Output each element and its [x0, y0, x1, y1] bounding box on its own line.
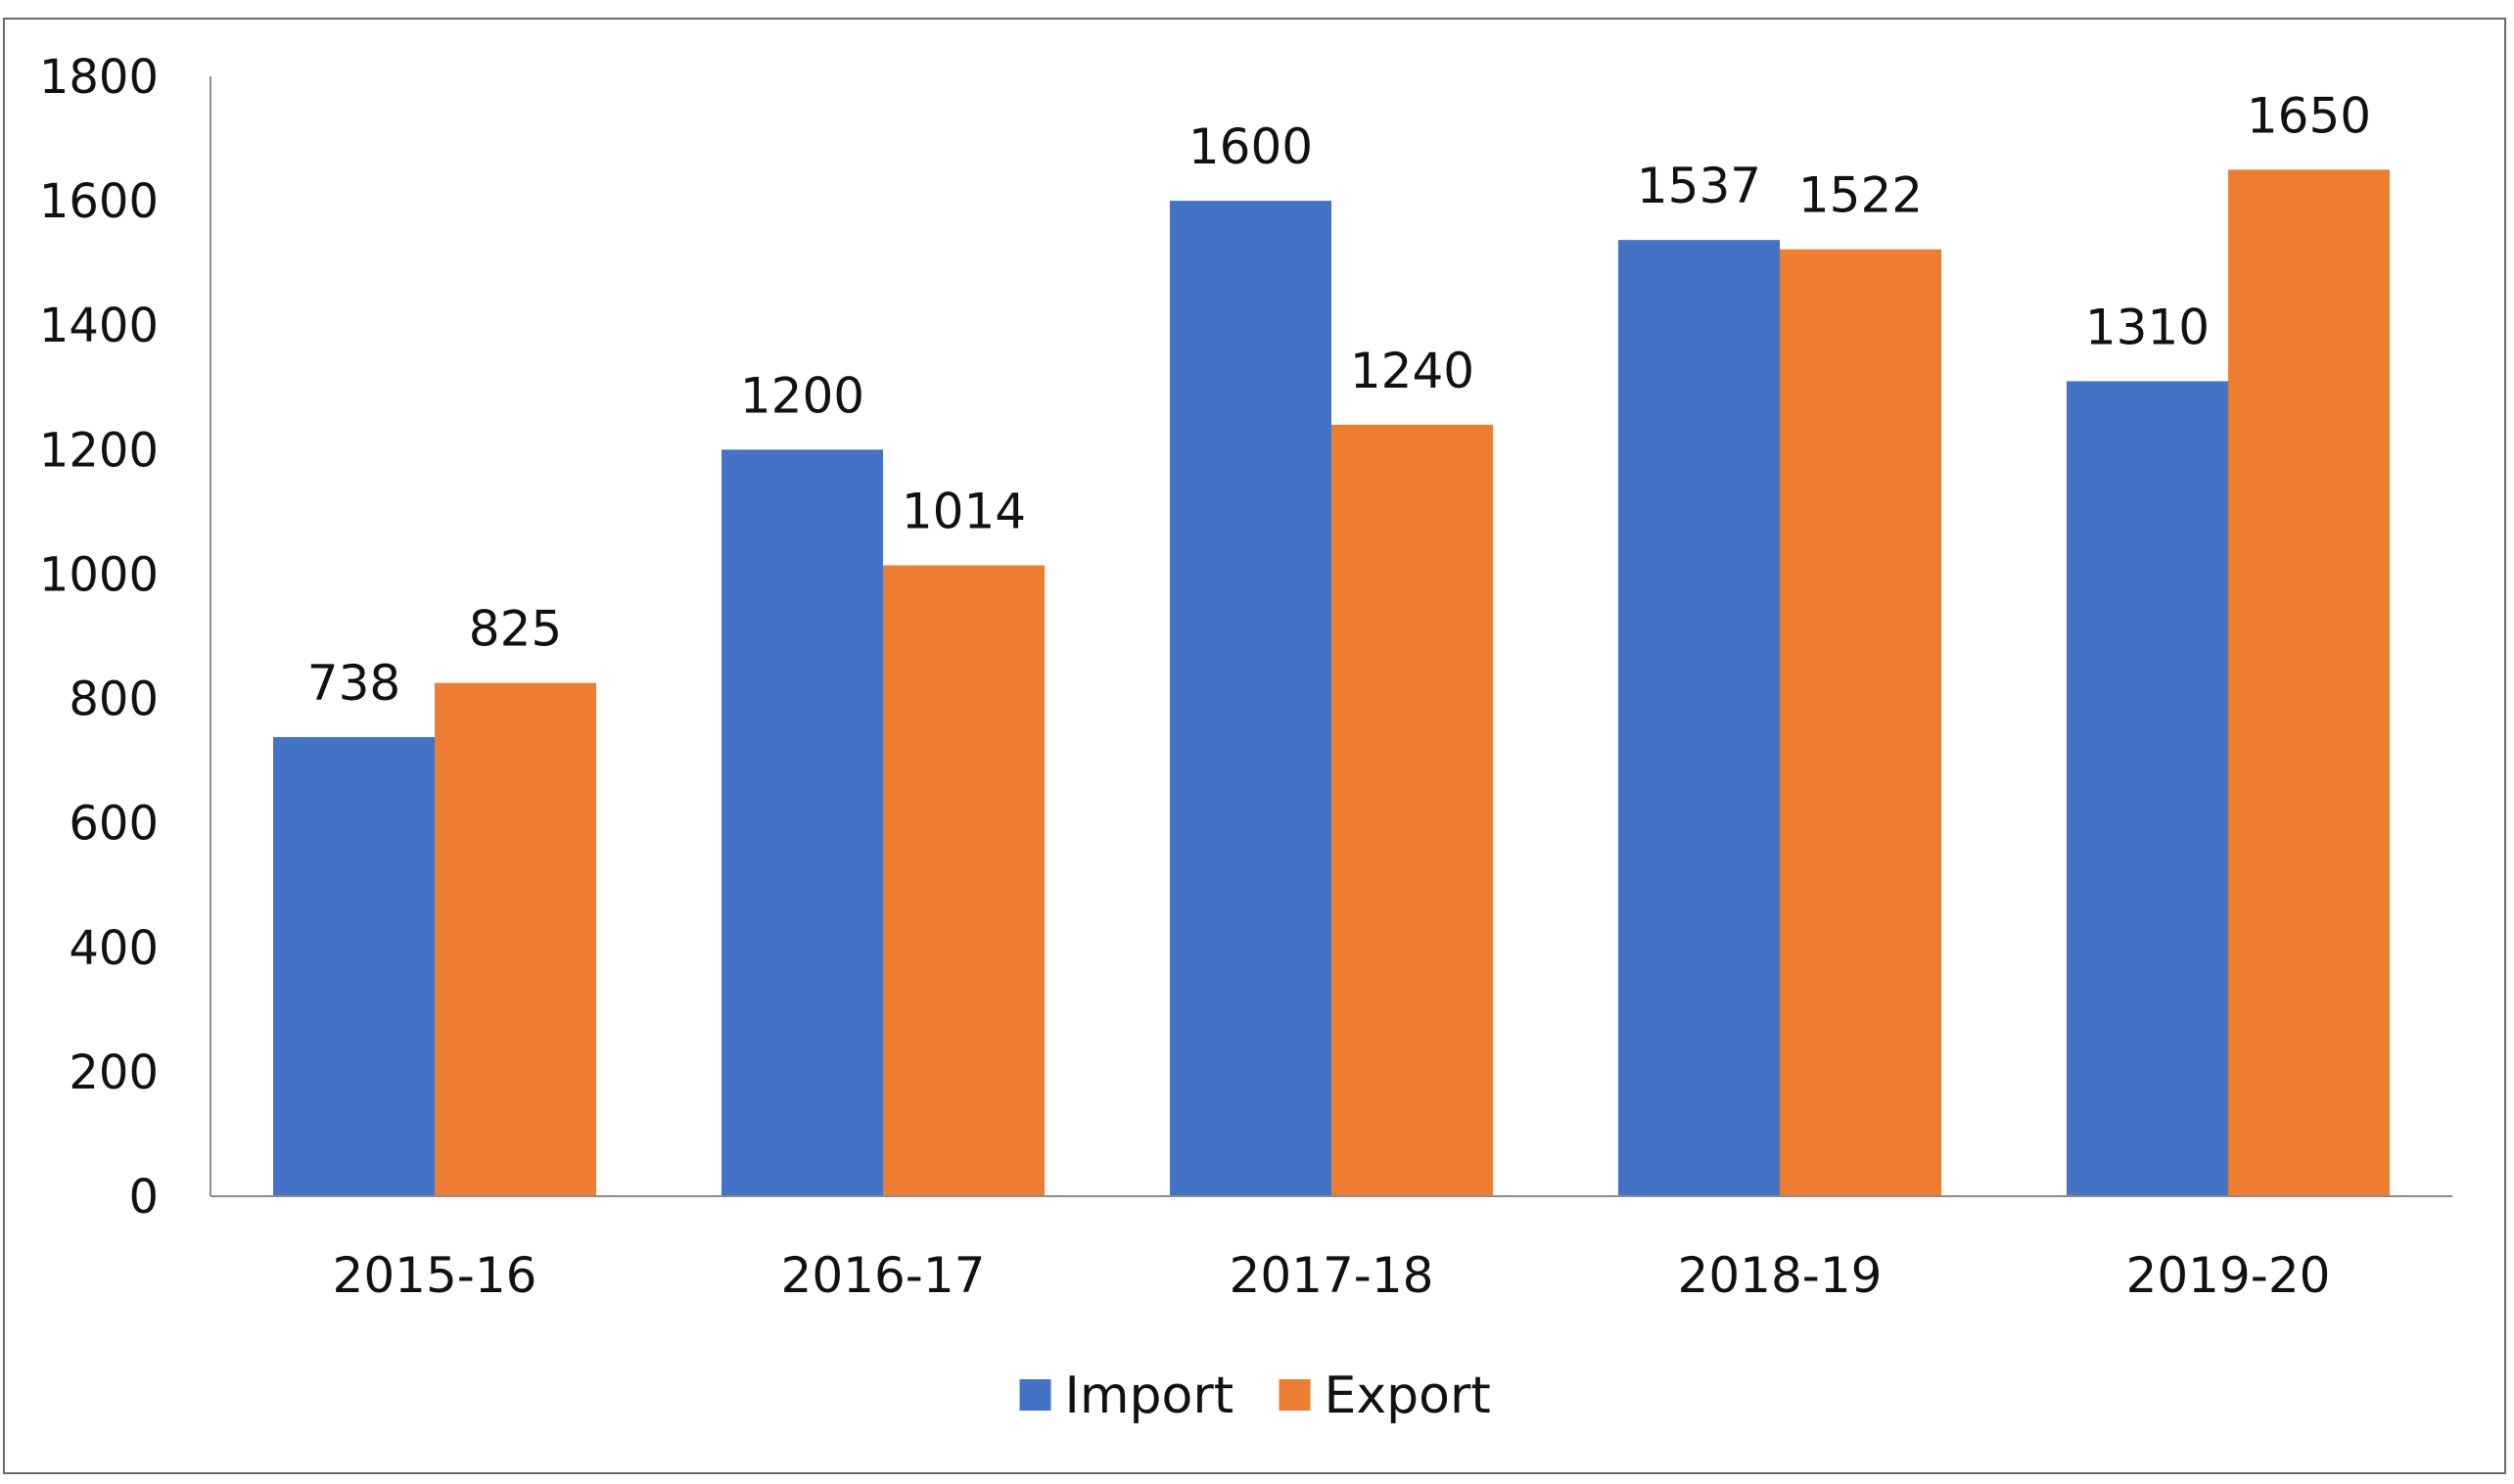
legend-label-import: Import	[1065, 1367, 1234, 1425]
y-tick-label: 1000	[39, 547, 159, 602]
data-label-import: 1200	[740, 367, 864, 424]
x-tick-label: 2015-16	[333, 1247, 537, 1304]
bar-import	[273, 736, 435, 1196]
bar-export	[2228, 169, 2390, 1196]
y-tick-label: 1400	[39, 299, 159, 353]
data-label-import: 1310	[2085, 299, 2210, 355]
data-label-import: 738	[307, 655, 400, 712]
data-label-export: 825	[469, 601, 562, 658]
legend-swatch-export	[1279, 1379, 1311, 1411]
data-label-export: 1240	[1350, 343, 1474, 399]
y-tick-label: 1200	[39, 423, 159, 478]
bar-import	[722, 449, 883, 1196]
data-label-import: 1537	[1637, 158, 1761, 214]
y-tick-label: 200	[69, 1045, 159, 1100]
y-tick-label: 400	[69, 921, 159, 976]
bar-export	[1780, 249, 1941, 1196]
bar-export	[435, 682, 596, 1196]
data-label-import: 1600	[1188, 118, 1313, 175]
data-label-export: 1522	[1798, 167, 1923, 224]
legend-label-export: Export	[1325, 1367, 1491, 1425]
x-tick-label: 2019-20	[2126, 1247, 2331, 1304]
bar-export	[883, 565, 1045, 1196]
y-tick-label: 0	[128, 1170, 159, 1225]
bar-import	[1618, 240, 1780, 1196]
bar-import	[2067, 381, 2228, 1196]
x-tick-label: 2017-18	[1230, 1247, 1434, 1304]
bar-export	[1331, 424, 1493, 1196]
y-tick-label: 1800	[39, 50, 159, 105]
data-label-export: 1650	[2247, 87, 2371, 144]
y-tick-label: 800	[69, 672, 159, 727]
legend-swatch-import	[1019, 1379, 1051, 1411]
bar-import	[1170, 201, 1331, 1197]
x-tick-label: 2018-19	[1678, 1247, 1883, 1304]
y-tick-label: 600	[69, 797, 159, 852]
y-tick-label: 1600	[39, 174, 159, 229]
x-tick-label: 2016-17	[781, 1247, 986, 1304]
data-label-export: 1014	[902, 484, 1026, 540]
